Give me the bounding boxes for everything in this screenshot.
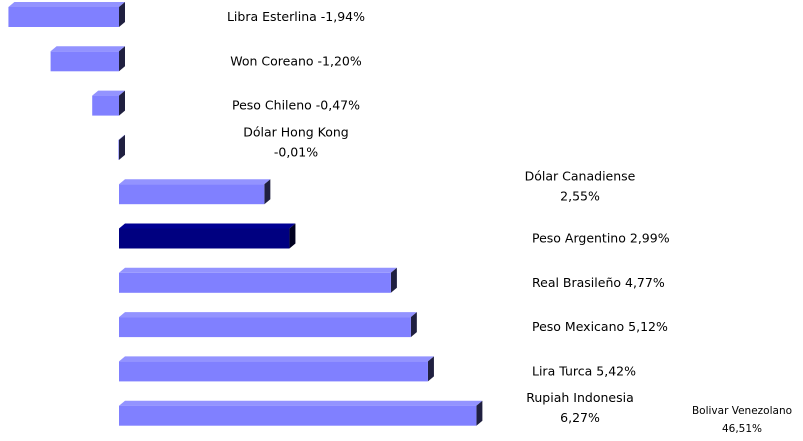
bar-top: [119, 267, 397, 273]
value-label: 2,55%: [560, 189, 600, 204]
bar-side: [289, 223, 296, 249]
bar-front: [119, 272, 391, 293]
bar-top: [119, 179, 271, 185]
category-label: Peso Mexicano: [532, 319, 624, 334]
bar-side: [390, 267, 397, 293]
bar: [119, 312, 417, 338]
bar-label: Dólar Hong Kong: [243, 124, 348, 139]
category-label: Won Coreano: [230, 53, 313, 68]
bar-label: Peso Argentino 2,99%: [532, 230, 670, 245]
value-label: -1,20%: [318, 53, 362, 68]
bar: [119, 356, 434, 382]
category-label: Lira Turca: [532, 363, 592, 378]
value-label: -1,94%: [321, 9, 365, 24]
category-label: Libra Esterlina: [227, 9, 317, 24]
bar-top: [92, 90, 125, 96]
value-label: 6,27%: [560, 410, 600, 425]
annotation: 46,51%: [722, 423, 762, 435]
bar: [50, 46, 125, 72]
value-label: 5,42%: [596, 363, 636, 378]
bar-label: Libra Esterlina -1,94%: [227, 9, 365, 24]
bar-side: [476, 400, 483, 426]
bar: [119, 223, 296, 249]
value-label: 4,77%: [625, 274, 665, 289]
bar-top: [119, 356, 434, 362]
bar-side: [410, 312, 417, 338]
annotation: Bolivar Venezolano: [692, 405, 792, 417]
bar-label: Dólar Canadiense: [525, 169, 636, 184]
category-label: Real Brasileño: [532, 274, 621, 289]
bar-front: [119, 361, 428, 382]
bar-front: [50, 51, 119, 72]
bar-front: [118, 139, 119, 160]
bar-label: Won Coreano -1,20%: [230, 53, 362, 68]
bar-front: [119, 317, 411, 338]
bar-label: Peso Chileno -0,47%: [232, 97, 360, 112]
bar-label: Lira Turca 5,42%: [532, 363, 636, 378]
bar-top: [8, 2, 126, 7]
bar-top: [119, 312, 417, 318]
value-label: -0,47%: [316, 97, 360, 112]
bar-side: [119, 2, 125, 27]
category-label: Peso Argentino: [532, 230, 626, 245]
value-label: -0,01%: [274, 144, 318, 159]
bar-front: [119, 184, 265, 205]
bar-front: [119, 228, 290, 249]
value-label: 5,12%: [628, 319, 668, 334]
value-label: 2,99%: [630, 230, 670, 245]
bar-side: [119, 134, 125, 160]
bar-label: Real Brasileño 4,77%: [532, 274, 665, 289]
bar: [92, 90, 125, 116]
bar: [119, 179, 271, 205]
bar-front: [92, 95, 119, 116]
category-label: Peso Chileno: [232, 97, 312, 112]
bar-top: [119, 223, 296, 229]
bar-side: [119, 46, 125, 72]
bar-side: [119, 90, 125, 116]
bar-side: [427, 356, 434, 382]
bar-front: [8, 7, 120, 27]
bar: [119, 267, 397, 293]
bar-top: [50, 46, 125, 52]
bar-side: [264, 179, 271, 205]
bar-label: Rupiah Indonesia: [526, 390, 633, 405]
bar-front: [119, 405, 477, 426]
bar: [119, 400, 483, 426]
bar-top: [119, 400, 483, 406]
bar-top: [118, 134, 125, 140]
bar: [8, 2, 126, 27]
bar-label: Peso Mexicano 5,12%: [532, 319, 668, 334]
bar: [118, 134, 125, 160]
